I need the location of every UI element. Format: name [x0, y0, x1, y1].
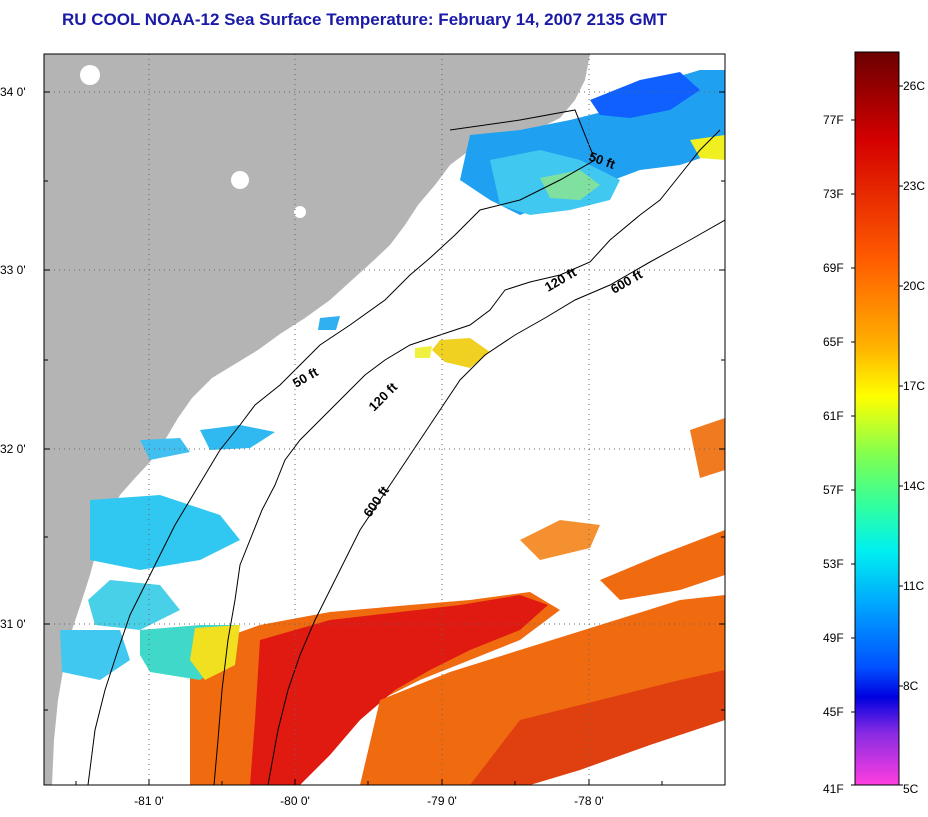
- map-frame: [43, 53, 726, 786]
- colorbar-c-8: 8C: [903, 679, 919, 693]
- graticule: [44, 54, 725, 785]
- colorbar-f-53: 53F: [823, 557, 844, 571]
- isobath-600ft: [267, 219, 725, 785]
- colorbar-f-45: 45F: [823, 705, 844, 719]
- colorbar-f-65: 65F: [823, 335, 844, 349]
- colorbar-f-77: 77F: [823, 113, 844, 127]
- colorbar-ticks: [851, 85, 903, 786]
- lon-label-80: -80 0': [280, 794, 310, 808]
- colorbar-c-20: 20C: [903, 279, 925, 293]
- colorbar-c-14: 14C: [903, 479, 925, 493]
- map-title: RU COOL NOAA-12 Sea Surface Temperature:…: [62, 10, 667, 29]
- lon-label-78: -78 0': [574, 794, 604, 808]
- colorbar-c-17: 17C: [903, 379, 925, 393]
- lon-label-79: -79 0': [427, 794, 457, 808]
- colorbar-c-26: 26C: [903, 79, 925, 93]
- warm-water-patches: [190, 418, 725, 785]
- colorbar-f-73: 73F: [823, 187, 844, 201]
- isobath-50ft: [87, 109, 596, 785]
- lat-label-32: 32 0': [0, 442, 26, 456]
- colorbar-f-41: 41F: [823, 782, 844, 796]
- colorbar-c-11: 11C: [903, 579, 924, 593]
- colorbar-c-23: 23C: [903, 179, 925, 193]
- land-area: [44, 54, 590, 785]
- lat-label-31: 31 0': [0, 617, 26, 631]
- colorbar-c-5: 5C: [903, 782, 919, 796]
- colorbar-f-49: 49F: [823, 631, 844, 645]
- lat-label-33: 33 0': [0, 263, 26, 277]
- lon-label-81: -81 0': [134, 794, 164, 808]
- axis-ticks: [44, 91, 725, 785]
- lat-label-34: 34 0': [0, 85, 26, 99]
- colorbar-f-61: 61F: [823, 409, 844, 423]
- colorbar-f-69: 69F: [823, 261, 844, 275]
- colorbar: [854, 51, 900, 786]
- colorbar-f-57: 57F: [823, 483, 844, 497]
- isobath-120ft: [213, 129, 721, 785]
- cloud-speckle: [80, 65, 306, 218]
